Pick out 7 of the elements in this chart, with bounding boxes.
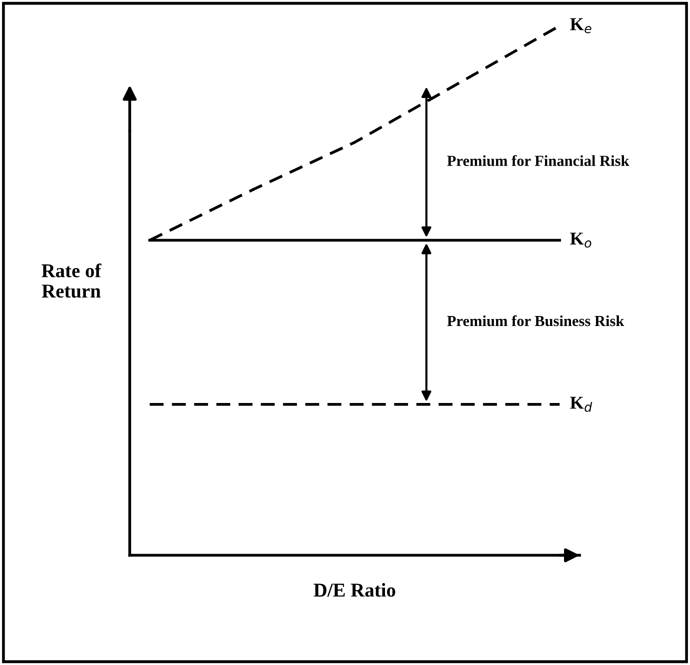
series-label: K$_{d}$ bbox=[570, 396, 592, 412]
annotation: Premium for Business Risk bbox=[447, 315, 624, 326]
y-axis-title: Rate of Return bbox=[42, 263, 102, 298]
series-label: K$_{e}$ bbox=[570, 18, 592, 34]
series-label: K$_{o}$ bbox=[570, 232, 592, 248]
annotation: Premium for Financial Risk bbox=[447, 155, 630, 166]
x-axis-title: D/E Ratio bbox=[314, 583, 396, 597]
